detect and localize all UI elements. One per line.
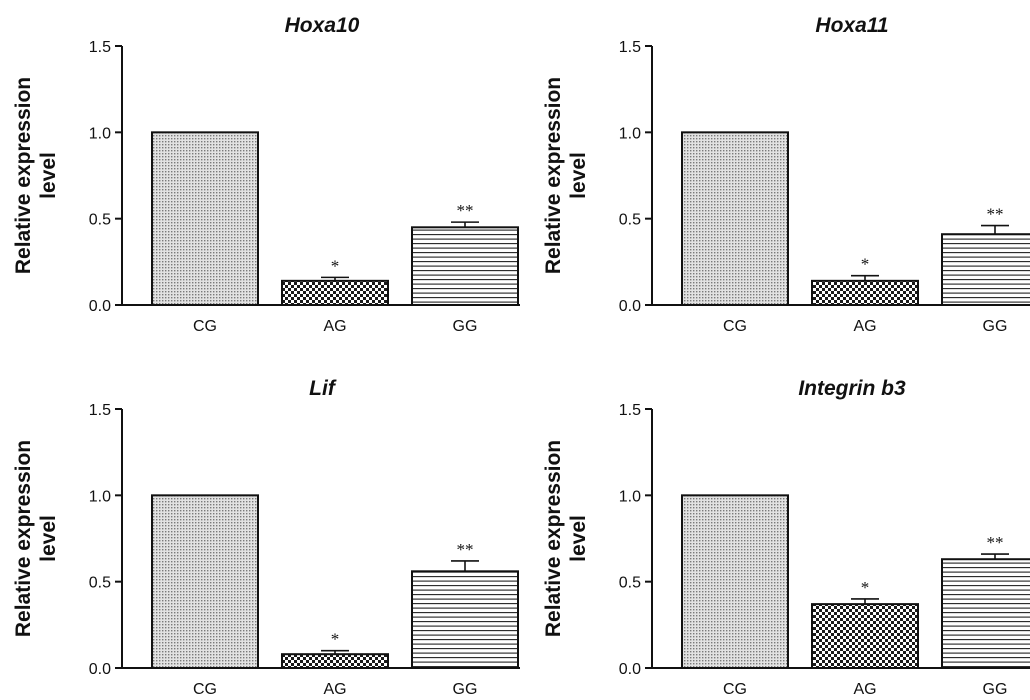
- y-tick-label: 0.5: [619, 575, 641, 592]
- y-axis-label-line: Relative expression: [542, 77, 565, 274]
- y-tick-label: 0.5: [619, 212, 641, 229]
- bar-gg: [941, 233, 1030, 306]
- y-tick-label: 0.0: [89, 661, 111, 678]
- y-axis-label-line: level: [567, 152, 590, 199]
- y-tick-label: 1.5: [89, 39, 111, 56]
- x-tick-label: CG: [723, 681, 747, 698]
- significance-marker: **: [987, 533, 1004, 552]
- y-axis-label-line: Relative expression: [542, 440, 565, 637]
- y-axis-label: Relative expressionlevel: [12, 77, 60, 274]
- bar-cg: [681, 494, 789, 670]
- y-axis-label-line: Relative expression: [12, 440, 35, 637]
- x-tick-label: AG: [853, 681, 876, 698]
- x-tick-label: GG: [453, 318, 478, 335]
- chart-panel-2: Hoxa11 Relative expressionlevel 0.0 0.5 1.0 1…: [542, 14, 1030, 335]
- bar-ag: [811, 279, 919, 306]
- x-tick-label: CG: [193, 318, 217, 335]
- y-tick-label: 0.5: [89, 212, 111, 229]
- bar-gg: [941, 558, 1030, 669]
- y-tick-label: 1.0: [619, 125, 641, 142]
- x-tick-label: CG: [193, 681, 217, 698]
- bar-cg: [151, 494, 259, 670]
- chart-panel-4: Integrin b3 Relative expressionlevel 0.0 0.…: [542, 377, 1030, 698]
- significance-marker: *: [861, 578, 870, 597]
- bar-gg: [411, 570, 519, 669]
- y-tick-label: 0.5: [89, 575, 111, 592]
- x-tick-label: GG: [983, 681, 1008, 698]
- x-tick-label: AG: [853, 318, 876, 335]
- y-axis-label-line: level: [567, 515, 590, 562]
- y-tick-label: 1.0: [619, 488, 641, 505]
- chart-panel-3: Lif Relative expressionlevel 0.0 0.5 1.0 1.5 C…: [12, 377, 520, 698]
- significance-marker: **: [987, 205, 1004, 224]
- significance-marker: *: [331, 630, 340, 649]
- significance-marker: **: [457, 201, 474, 220]
- y-tick-label: 0.0: [89, 298, 111, 315]
- chart-panel-1: Hoxa10 Relative expressionlevel 0.0 0.5 1.0 1…: [12, 14, 520, 335]
- y-tick-label: 1.5: [619, 402, 641, 419]
- x-tick-label: AG: [323, 318, 346, 335]
- bar-ag: [281, 653, 389, 669]
- y-tick-label: 0.0: [619, 298, 641, 315]
- y-axis-label-line: Relative expression: [12, 77, 35, 274]
- x-tick-label: AG: [323, 681, 346, 698]
- y-tick-label: 1.0: [89, 488, 111, 505]
- y-axis-label-line: level: [37, 515, 60, 562]
- chart-title: Integrin b3: [798, 377, 906, 400]
- y-tick-label: 1.5: [89, 402, 111, 419]
- y-tick-label: 1.0: [89, 125, 111, 142]
- bar-gg: [411, 226, 519, 306]
- significance-marker: **: [457, 540, 474, 559]
- bar-cg: [151, 131, 259, 306]
- bar-ag: [811, 603, 919, 670]
- chart-title: Hoxa11: [815, 14, 888, 37]
- y-axis-label: Relative expressionlevel: [542, 77, 590, 274]
- y-axis-label-line: level: [37, 152, 60, 199]
- y-tick-label: 0.0: [619, 661, 641, 678]
- significance-marker: *: [861, 255, 870, 274]
- chart-title: Hoxa10: [285, 14, 360, 37]
- bar-ag: [281, 279, 389, 306]
- y-axis-label: Relative expressionlevel: [542, 440, 590, 637]
- x-tick-label: CG: [723, 318, 747, 335]
- y-axis-label: Relative expressionlevel: [12, 440, 60, 637]
- significance-marker: *: [331, 256, 340, 275]
- x-tick-label: GG: [983, 318, 1008, 335]
- bar-cg: [681, 131, 789, 306]
- x-tick-label: GG: [453, 681, 478, 698]
- y-tick-label: 1.5: [619, 39, 641, 56]
- chart-title: Lif: [309, 377, 337, 400]
